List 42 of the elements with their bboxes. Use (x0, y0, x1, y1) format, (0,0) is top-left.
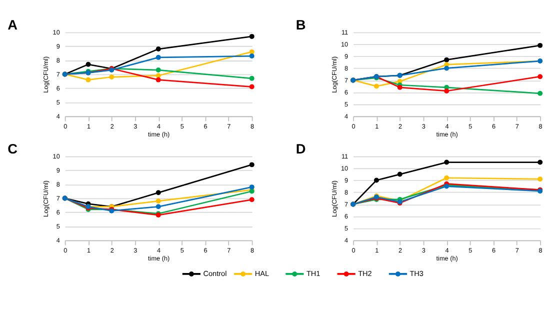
legend-label: Control (203, 268, 228, 278)
point (249, 49, 254, 54)
point (249, 34, 254, 39)
point (156, 204, 161, 210)
point (374, 84, 379, 89)
point (374, 178, 379, 183)
chart-title: C (8, 142, 18, 157)
point (249, 76, 254, 81)
point (444, 57, 450, 62)
point (397, 84, 402, 90)
legend-label: HAL (254, 268, 270, 278)
point (156, 73, 161, 78)
point (249, 54, 254, 59)
point (249, 184, 254, 190)
point (249, 84, 254, 90)
point (156, 46, 161, 52)
point (444, 175, 450, 180)
point (444, 160, 450, 165)
point (109, 74, 114, 80)
legend-label: TH3 (410, 268, 424, 278)
point (538, 90, 543, 96)
point (249, 197, 254, 202)
point (156, 190, 161, 196)
legend-label: TH1 (306, 268, 320, 278)
chart-title: B (296, 18, 306, 33)
point (444, 66, 450, 71)
point (156, 198, 161, 204)
point (156, 68, 161, 73)
point (156, 77, 161, 82)
legend-label: TH2 (358, 268, 372, 278)
point (444, 88, 450, 94)
point (86, 62, 91, 67)
point (538, 74, 543, 80)
point (249, 162, 254, 168)
point (538, 176, 543, 182)
point (156, 54, 161, 60)
point (86, 77, 91, 82)
point (538, 42, 543, 48)
chart-title: D (296, 142, 306, 157)
point (397, 172, 402, 177)
chart-title: A (8, 18, 18, 33)
point (538, 160, 543, 165)
